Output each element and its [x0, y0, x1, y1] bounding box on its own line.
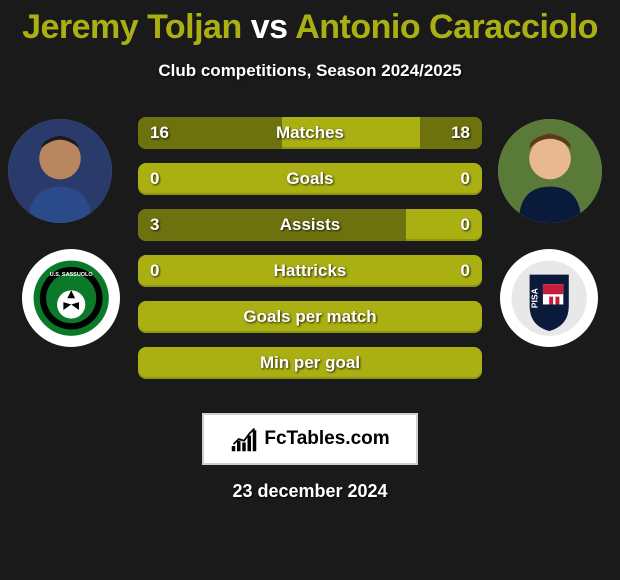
bar-label: Hattricks: [138, 255, 482, 287]
player2-avatar: [498, 119, 602, 223]
avatar-placeholder-icon: [8, 119, 112, 223]
stat-bar-min-per-goal: Min per goal: [138, 347, 482, 379]
comparison-stage: U.S. SASSUOLO PISA Matches1618Goals00Ass…: [0, 111, 620, 401]
player2-name: Antonio Caracciolo: [295, 8, 598, 46]
bar-value-left: 0: [150, 255, 159, 287]
stat-bar-assists: Assists3 0: [138, 209, 482, 241]
stat-bars: Matches1618Goals00Assists30Hattricks00Go…: [138, 117, 482, 393]
vs-text: vs: [251, 8, 288, 46]
bar-value-right: 0: [461, 163, 470, 195]
bar-label: Goals: [138, 163, 482, 195]
subtitle: Club competitions, Season 2024/2025: [0, 61, 620, 81]
date: 23 december 2024: [0, 481, 620, 502]
stat-bar-goals: Goals0 0: [138, 163, 482, 195]
watermark: FcTables.com: [202, 413, 418, 465]
bar-label: Matches: [138, 117, 482, 149]
stat-bar-hattricks: Hattricks0 0: [138, 255, 482, 287]
chart-line-icon: [230, 425, 258, 453]
bar-value-right: 0: [461, 255, 470, 287]
bar-value-left: 16: [150, 117, 169, 149]
player1-club-crest: U.S. SASSUOLO: [22, 249, 120, 347]
stat-bar-matches: Matches16 18: [138, 117, 482, 149]
player1-name: Jeremy Toljan: [22, 8, 242, 46]
bar-label: Goals per match: [138, 301, 482, 333]
pisa-crest-icon: PISA: [510, 259, 588, 337]
bar-label: Assists: [138, 209, 482, 241]
bar-label: Min per goal: [138, 347, 482, 379]
player1-avatar: [8, 119, 112, 223]
bar-value-right: 0: [461, 209, 470, 241]
bar-value-right: 18: [451, 117, 470, 149]
sassuolo-crest-icon: U.S. SASSUOLO: [32, 259, 110, 337]
bar-value-left: 3: [150, 209, 159, 241]
watermark-text: FcTables.com: [264, 428, 389, 450]
player2-club-crest: PISA: [500, 249, 598, 347]
svg-text:PISA: PISA: [529, 288, 539, 308]
avatar-placeholder-icon: [498, 119, 602, 223]
svg-text:U.S. SASSUOLO: U.S. SASSUOLO: [50, 272, 94, 278]
stat-bar-goals-per-match: Goals per match: [138, 301, 482, 333]
bar-value-left: 0: [150, 163, 159, 195]
comparison-title: Jeremy Toljan vs Antonio Caracciolo: [0, 0, 620, 47]
